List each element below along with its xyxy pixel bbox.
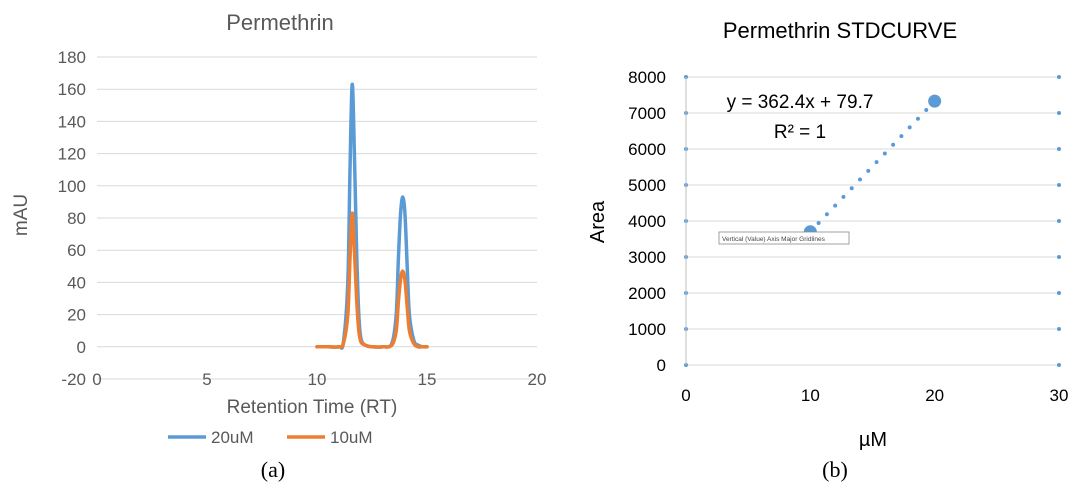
series-line-10um (315, 211, 429, 349)
y-tick-label: 3000 (628, 248, 666, 267)
y-tick-label: 0 (657, 356, 666, 375)
chart-a-title: Permethrin (226, 10, 334, 35)
grid-marker-right (1057, 363, 1061, 367)
chart-a-y-ticks: -20 0 20 40 60 80 100 120 140 160 180 (58, 48, 86, 389)
x-tick-label: 10 (801, 386, 820, 405)
legend-label-10um: 10uM (330, 428, 373, 447)
chart-b-title: Permethrin STDCURVE (723, 18, 957, 43)
legend-label-20um: 20uM (211, 428, 254, 447)
trendline-equation: y = 362.4x + 79.7 (727, 92, 874, 113)
tooltip-text: Vertical (Value) Axis Major Gridlines (722, 236, 826, 243)
grid-marker-right (1057, 75, 1061, 79)
chart-b-gridlines (684, 75, 1061, 367)
grid-marker-right (1057, 291, 1061, 295)
y-tick-label: 140 (58, 112, 86, 131)
y-tick-label: 6000 (628, 140, 666, 159)
chart-a-x-axis-label: Retention Time (RT) (227, 397, 398, 418)
grid-marker-right (1057, 219, 1061, 223)
y-tick-label: 100 (58, 177, 86, 196)
chart-b-x-ticks: 0 10 20 30 (681, 386, 1068, 405)
chart-b-y-ticks: 0 1000 2000 3000 4000 5000 6000 7000 8000 (628, 68, 666, 375)
x-tick-label: 10 (308, 370, 327, 389)
chart-b-series (803, 94, 942, 239)
chart-b-y-axis-label: Area (587, 200, 609, 243)
y-tick-label: 2000 (628, 284, 666, 303)
chart-a-gridlines (97, 56, 537, 380)
chart-a-x-ticks: 0 5 10 15 20 (92, 370, 546, 389)
y-tick-label: 180 (58, 48, 86, 67)
chart-a-series (315, 82, 429, 350)
series-line-20um (315, 82, 429, 350)
data-point (928, 94, 942, 108)
y-tick-label: 1000 (628, 320, 666, 339)
x-tick-label: 30 (1050, 386, 1069, 405)
x-tick-label: 0 (92, 370, 101, 389)
grid-marker-right (1057, 111, 1061, 115)
r-squared-label: R² = 1 (774, 122, 826, 143)
grid-marker-right (1057, 183, 1061, 187)
y-tick-label: -20 (61, 370, 86, 389)
y-tick-label: 7000 (628, 104, 666, 123)
y-tick-label: 20 (67, 306, 86, 325)
chart-a-legend: 20uM 10uM (168, 428, 373, 447)
chart-a-y-axis-label: mAU (11, 194, 32, 236)
y-tick-label: 40 (67, 273, 86, 292)
grid-marker-right (1057, 147, 1061, 151)
x-tick-label: 0 (681, 386, 690, 405)
y-tick-label: 160 (58, 80, 86, 99)
gridline-tooltip: Vertical (Value) Axis Major Gridlines (718, 231, 850, 245)
y-tick-label: 60 (67, 241, 86, 260)
chart-a-caption: (a) (261, 457, 285, 482)
chart-b: Permethrin STDCURVE 0 1000 2000 3000 4000 500… (587, 18, 1068, 482)
trendline (808, 99, 937, 234)
y-tick-label: 80 (67, 209, 86, 228)
y-tick-label: 8000 (628, 68, 666, 87)
grid-marker-right (1057, 327, 1061, 331)
tooltip-box (718, 231, 850, 245)
x-tick-label: 20 (528, 370, 547, 389)
chart-b-x-axis-label: µM (859, 429, 887, 451)
y-tick-label: 5000 (628, 176, 666, 195)
y-tick-label: 120 (58, 145, 86, 164)
chart-b-caption: (b) (822, 457, 848, 482)
x-tick-label: 20 (925, 386, 944, 405)
x-tick-label: 5 (202, 370, 211, 389)
y-tick-label: 0 (77, 338, 86, 357)
x-tick-label: 15 (418, 370, 437, 389)
grid-marker-right (1057, 255, 1061, 259)
y-tick-label: 4000 (628, 212, 666, 231)
